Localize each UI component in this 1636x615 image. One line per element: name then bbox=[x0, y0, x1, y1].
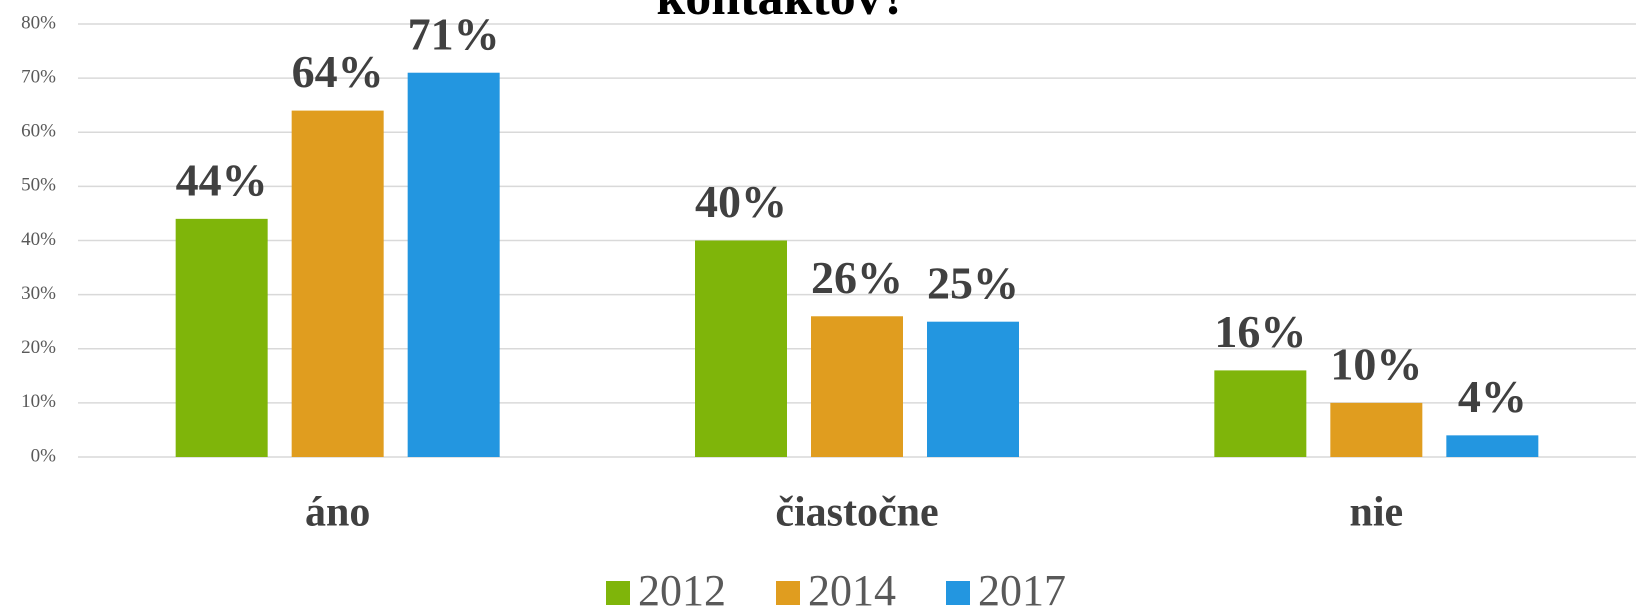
bar bbox=[1446, 435, 1539, 457]
legend-swatch bbox=[606, 581, 630, 605]
legend-swatch bbox=[946, 581, 970, 605]
chart-title: kontaktov? bbox=[656, 0, 907, 26]
value-label: 26% bbox=[811, 252, 903, 303]
y-tick-label: 0% bbox=[31, 445, 57, 466]
y-tick-label: 30% bbox=[21, 283, 56, 304]
y-tick-label: 40% bbox=[21, 229, 56, 250]
value-label: 25% bbox=[927, 257, 1019, 308]
y-tick-label: 10% bbox=[21, 391, 56, 412]
bar bbox=[407, 72, 500, 458]
legend-label: 2012 bbox=[638, 566, 726, 610]
value-label: 10% bbox=[1330, 338, 1422, 389]
y-tick-label: 50% bbox=[21, 175, 56, 196]
bar bbox=[695, 240, 787, 457]
y-tick-label: 20% bbox=[21, 337, 56, 358]
y-tick-label: 80% bbox=[21, 12, 56, 33]
legend-label: 2017 bbox=[978, 566, 1066, 610]
bar bbox=[927, 321, 1019, 457]
y-tick-label: 60% bbox=[21, 121, 56, 142]
bar bbox=[291, 110, 384, 457]
value-label: 64% bbox=[292, 46, 384, 97]
value-label: 40% bbox=[695, 176, 787, 227]
bar bbox=[175, 218, 268, 457]
bar bbox=[1330, 402, 1423, 457]
value-label: 4% bbox=[1458, 371, 1527, 422]
bar bbox=[811, 316, 903, 457]
x-tick-label: čiastočne bbox=[775, 490, 938, 536]
x-tick-label: áno bbox=[305, 490, 370, 536]
value-label: 44% bbox=[176, 154, 268, 205]
y-tick-label: 70% bbox=[21, 66, 56, 87]
value-label: 16% bbox=[1214, 306, 1306, 357]
bar bbox=[1214, 370, 1307, 457]
legend-swatch bbox=[776, 581, 800, 605]
legend-label: 2014 bbox=[808, 566, 896, 610]
x-tick-label: nie bbox=[1349, 490, 1403, 536]
value-label: 71% bbox=[408, 8, 500, 59]
